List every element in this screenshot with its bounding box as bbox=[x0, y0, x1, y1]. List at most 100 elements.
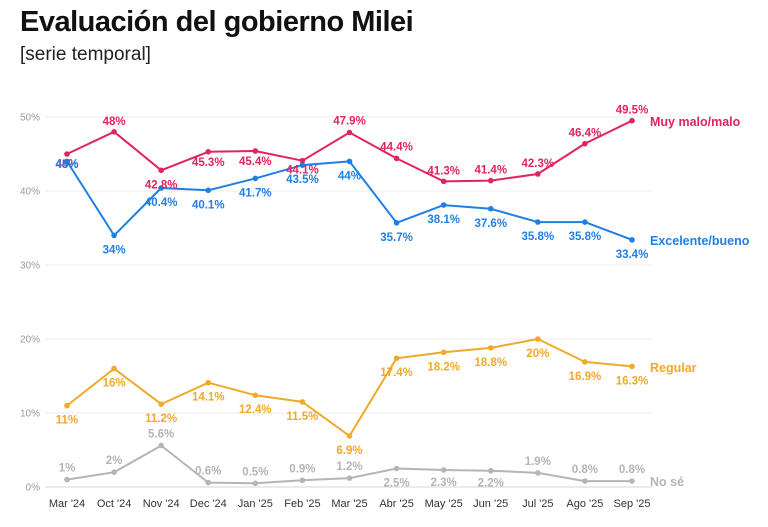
y-tick-label: 20% bbox=[20, 335, 40, 346]
y-tick-label: 30% bbox=[20, 261, 40, 272]
data-point bbox=[299, 162, 306, 168]
series-label: Muy malo/malo bbox=[650, 115, 741, 129]
data-label: 44.1% bbox=[286, 165, 319, 177]
data-point bbox=[205, 479, 212, 486]
data-label: 0.8% bbox=[572, 464, 598, 476]
x-tick-label: Jul '25 bbox=[522, 498, 553, 510]
data-labels: 45% 48% 42.8% 45.3% 45.4% 44.1% 47.9% 44.4% 41.3… bbox=[55, 105, 648, 490]
data-label: 48% bbox=[103, 116, 126, 128]
data-label: 45% bbox=[55, 159, 78, 171]
data-point bbox=[111, 365, 117, 372]
data-point bbox=[582, 359, 588, 365]
data-label: 33.4% bbox=[616, 249, 649, 261]
x-tick-label: Oct '24 bbox=[97, 498, 132, 510]
data-point bbox=[205, 187, 212, 194]
x-tick-label: Mar '25 bbox=[331, 498, 367, 510]
series-label: No sé bbox=[650, 475, 684, 489]
data-label: 5.6% bbox=[148, 429, 174, 441]
data-label: 41.3% bbox=[427, 165, 460, 177]
data-point bbox=[487, 205, 494, 212]
data-label: 2.2% bbox=[478, 478, 504, 490]
data-label: 0.5% bbox=[242, 466, 268, 478]
y-axis-ticks: 0% 10% 20% 30% 40% 50% bbox=[20, 113, 40, 494]
data-label: 20% bbox=[526, 348, 549, 360]
data-label: 2% bbox=[106, 455, 123, 467]
data-label: 0.9% bbox=[289, 463, 315, 475]
data-point bbox=[582, 140, 588, 147]
gridlines bbox=[45, 116, 652, 488]
data-label: 45.4% bbox=[239, 156, 272, 168]
data-label: 11.2% bbox=[145, 413, 177, 425]
y-tick-label: 10% bbox=[20, 409, 40, 420]
chart-title: Evaluación del gobierno Milei bbox=[20, 6, 414, 38]
data-label: 16.9% bbox=[569, 371, 602, 383]
x-tick-label: Jan '25 bbox=[238, 498, 273, 510]
series-label: Regular bbox=[650, 361, 697, 375]
data-label: 49.5% bbox=[616, 105, 649, 117]
data-point bbox=[299, 477, 306, 484]
data-label: 45.3% bbox=[192, 157, 225, 169]
data-points bbox=[64, 117, 635, 487]
data-point bbox=[440, 178, 447, 185]
data-point bbox=[440, 467, 447, 473]
data-label: 1% bbox=[59, 463, 76, 475]
data-point bbox=[346, 158, 353, 165]
data-label: 34% bbox=[103, 244, 126, 256]
data-label: 16% bbox=[103, 378, 126, 390]
data-point bbox=[393, 220, 400, 226]
data-label: 11% bbox=[56, 415, 78, 427]
data-point bbox=[64, 402, 70, 409]
data-point bbox=[346, 475, 353, 481]
y-tick-label: 50% bbox=[20, 113, 40, 124]
data-label: 41.4% bbox=[474, 165, 507, 177]
data-label: 35.8% bbox=[569, 231, 602, 243]
data-point bbox=[393, 465, 400, 472]
data-point bbox=[346, 129, 353, 136]
data-label: 6.9% bbox=[336, 445, 362, 457]
data-label: 44% bbox=[55, 158, 78, 170]
data-label: 1.9% bbox=[525, 456, 551, 468]
data-label: 18.2% bbox=[427, 361, 460, 373]
data-label: 2.5% bbox=[383, 478, 409, 490]
data-label: 16.3% bbox=[616, 375, 649, 387]
data-point bbox=[629, 117, 635, 124]
data-label: 38.1% bbox=[427, 214, 460, 226]
y-tick-label: 0% bbox=[26, 483, 41, 494]
data-point bbox=[346, 433, 353, 439]
data-label: 2.3% bbox=[431, 477, 457, 489]
x-tick-label: Sep '25 bbox=[614, 498, 651, 510]
data-label: 42.3% bbox=[522, 158, 555, 170]
data-point bbox=[487, 345, 494, 351]
x-tick-label: Jun '25 bbox=[473, 498, 508, 510]
data-point bbox=[582, 478, 588, 484]
data-point bbox=[393, 155, 400, 162]
data-label: 11.5% bbox=[286, 411, 318, 423]
data-label: 47.9% bbox=[333, 116, 366, 128]
data-label: 40.1% bbox=[192, 199, 225, 211]
x-tick-label: May '25 bbox=[425, 498, 463, 510]
data-point bbox=[535, 470, 541, 476]
data-label: 42.8% bbox=[145, 179, 178, 191]
data-point bbox=[440, 349, 447, 356]
data-label: 37.6% bbox=[474, 218, 507, 230]
data-label: 12.4% bbox=[239, 404, 272, 416]
data-label: 46.4% bbox=[569, 128, 602, 140]
data-label: 44% bbox=[338, 170, 361, 182]
data-point bbox=[111, 232, 117, 239]
data-point bbox=[64, 476, 70, 483]
data-point bbox=[582, 219, 588, 225]
data-point bbox=[158, 442, 164, 449]
data-point bbox=[629, 237, 635, 243]
data-point bbox=[205, 148, 212, 155]
data-label: 41.7% bbox=[239, 187, 272, 199]
data-point bbox=[252, 175, 259, 182]
x-axis-ticks: Mar '24 Oct '24 Nov '24 Dec '24 Jan '25 Feb '… bbox=[49, 498, 651, 510]
data-point bbox=[111, 469, 117, 476]
series-label: Excelente/bueno bbox=[650, 234, 750, 248]
x-tick-label: Dec '24 bbox=[190, 498, 227, 510]
data-label: 40.4% bbox=[145, 197, 178, 209]
data-point bbox=[535, 171, 541, 177]
data-point bbox=[64, 158, 70, 165]
data-label: 18.8% bbox=[474, 357, 507, 369]
